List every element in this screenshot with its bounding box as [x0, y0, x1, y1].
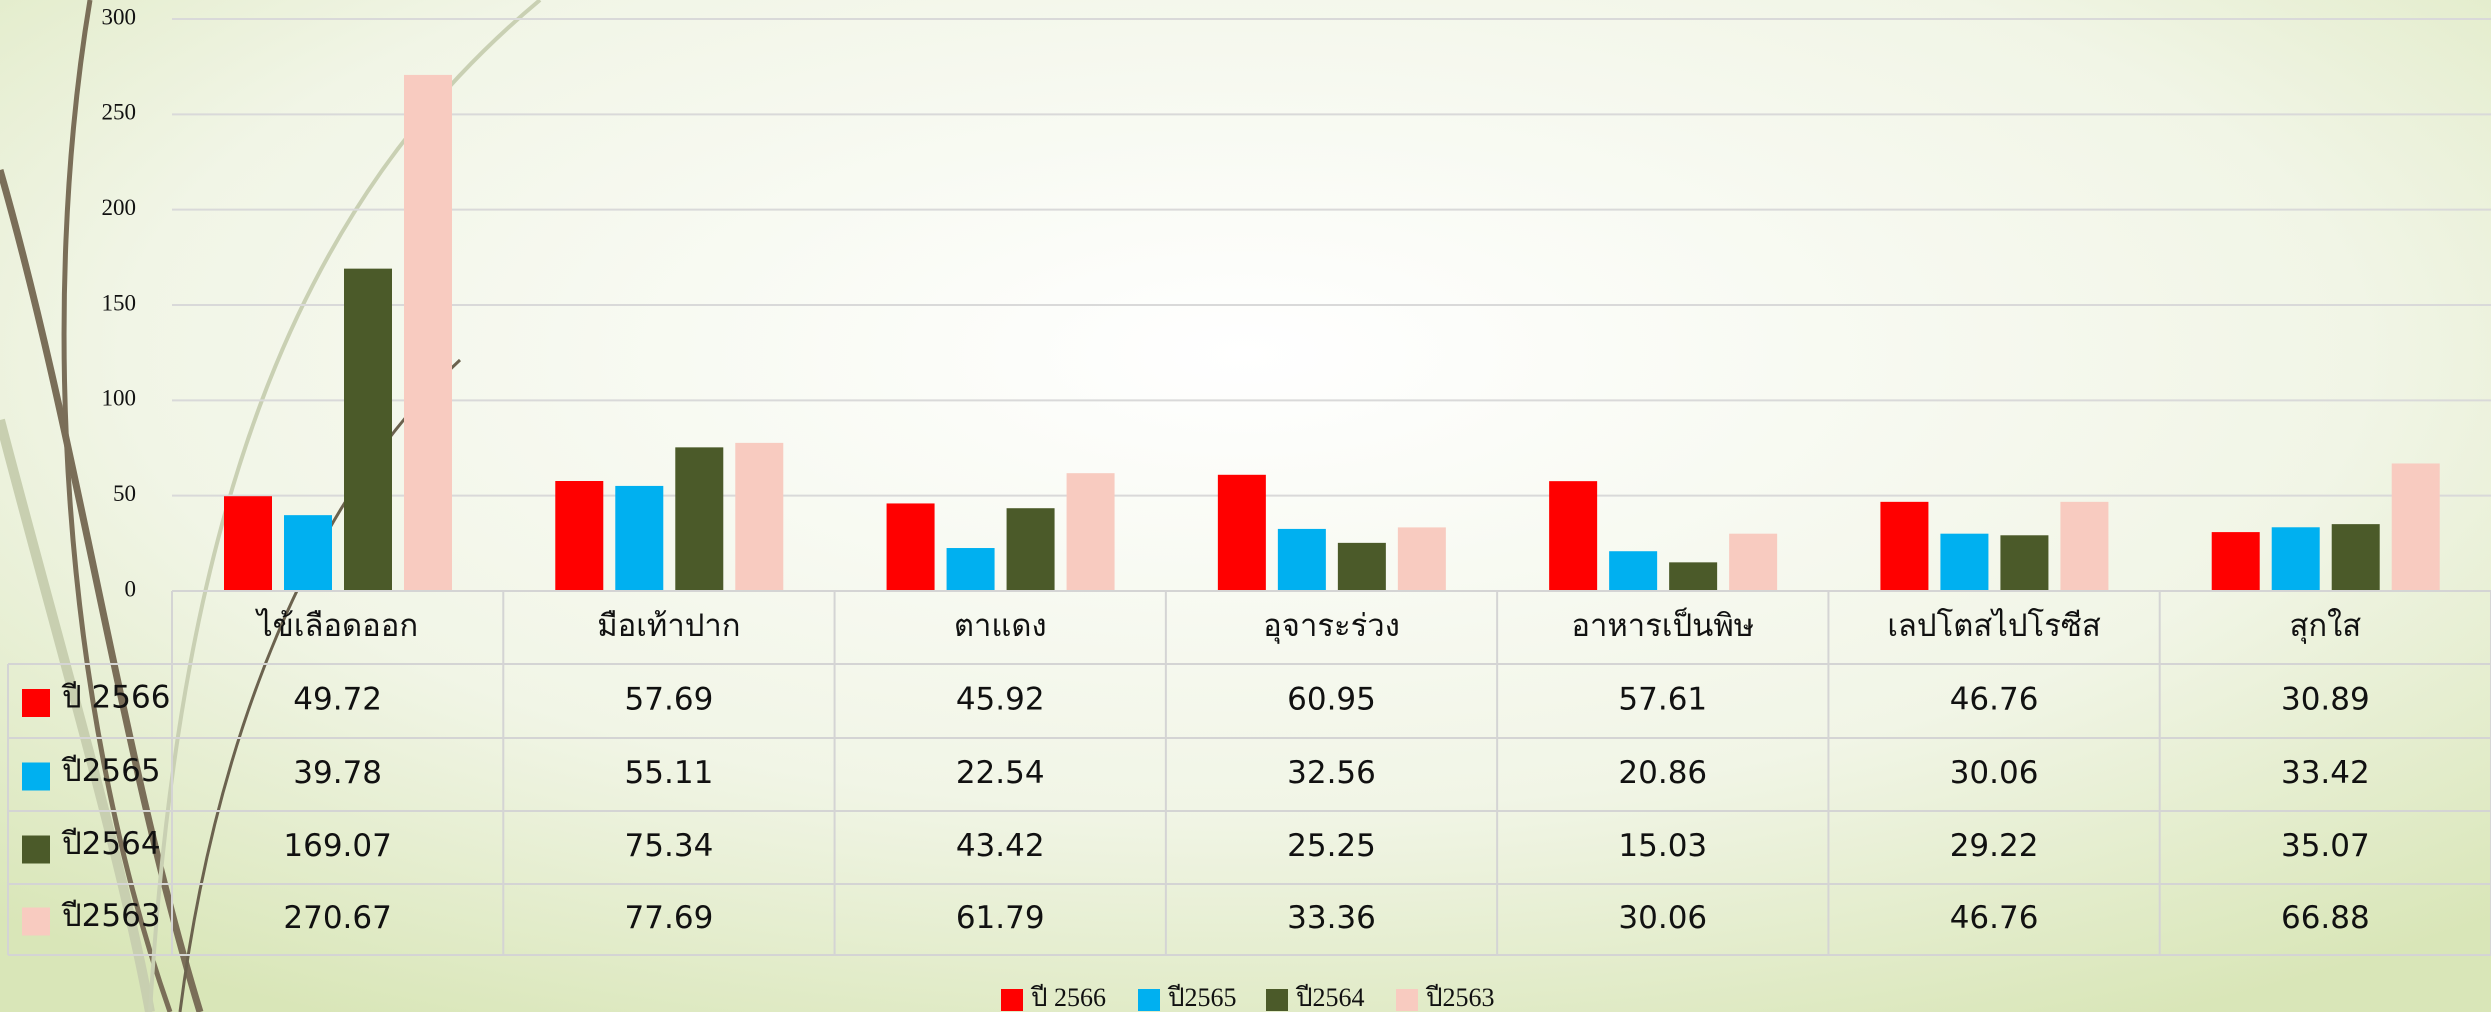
table-cell: 169.07	[283, 828, 391, 864]
y-tick-label: 300	[102, 4, 137, 29]
y-tick-label: 200	[102, 195, 137, 220]
table-cell: 49.72	[293, 682, 382, 718]
y-tick-label: 150	[102, 290, 137, 315]
bar	[946, 548, 995, 591]
x-tick-label: ไข้เลือดออก	[254, 608, 418, 644]
legend-label: ปี2564	[1295, 983, 1365, 1012]
bar	[2211, 532, 2260, 591]
table-legend-key	[22, 835, 50, 864]
table-cell: 270.67	[283, 900, 391, 936]
table-cell: 30.89	[2281, 682, 2370, 718]
bar	[555, 481, 604, 591]
table-cell: 60.95	[1287, 682, 1376, 718]
bar	[2060, 501, 2109, 591]
table-cell: 57.61	[1618, 682, 1707, 718]
legend-label: ปี2563	[1425, 983, 1495, 1012]
bar	[2000, 535, 2049, 591]
bar	[2331, 524, 2380, 591]
table-legend-key	[22, 907, 50, 936]
bar	[1217, 474, 1266, 591]
bar	[224, 496, 272, 591]
bar	[284, 515, 332, 591]
legend-key	[1396, 989, 1418, 1011]
bar	[615, 485, 664, 591]
bar	[1066, 473, 1115, 591]
bar	[1880, 501, 1929, 591]
bar	[344, 268, 392, 591]
table-cell: 77.69	[625, 900, 714, 936]
table-cell: 30.06	[1950, 755, 2039, 791]
table-row-label: ปี2564	[61, 826, 161, 862]
x-tick-label: มือเท้าปาก	[597, 608, 740, 644]
table-row-label: ปี2565	[61, 753, 161, 789]
bar	[1669, 562, 1718, 591]
bar	[1549, 481, 1598, 591]
bar	[2391, 463, 2440, 591]
table-cell: 55.11	[625, 755, 714, 791]
legend-key	[1001, 989, 1023, 1011]
table-cell: 33.36	[1287, 900, 1376, 936]
table-cell: 20.86	[1618, 755, 1707, 791]
legend-label: ปี 2566	[1030, 983, 1106, 1012]
table-cell: 57.69	[625, 682, 714, 718]
table-cell: 32.56	[1287, 755, 1376, 791]
bar	[2271, 527, 2320, 591]
bar	[1729, 533, 1778, 591]
bar	[675, 447, 724, 591]
table-cell: 35.07	[2281, 828, 2370, 864]
table-cell: 33.42	[2281, 755, 2370, 791]
bar	[1940, 533, 1989, 591]
x-tick-label: เลปโตสไปโรซีส	[1887, 608, 2101, 644]
table-cell: 46.76	[1950, 900, 2039, 936]
y-tick-label: 0	[125, 576, 137, 601]
y-tick-label: 100	[102, 386, 137, 411]
table-cell: 39.78	[293, 755, 382, 791]
bar	[1006, 508, 1055, 591]
table-row-label: ปี2563	[61, 898, 161, 934]
x-tick-label: อาหารเป็นพิษ	[1571, 607, 1754, 644]
bar	[1397, 527, 1446, 591]
bar	[886, 503, 935, 591]
table-cell: 61.79	[956, 900, 1045, 936]
x-tick-label: ตาแดง	[954, 608, 1047, 644]
table-cell: 75.34	[625, 828, 714, 864]
table-cell: 46.76	[1950, 682, 2039, 718]
table-cell: 45.92	[956, 682, 1045, 718]
table-cell: 30.06	[1618, 900, 1707, 936]
x-tick-label: อุจาระร่วง	[1263, 608, 1400, 645]
table-cell: 66.88	[2281, 900, 2370, 936]
table-cell: 29.22	[1950, 828, 2039, 864]
legend-key	[1138, 989, 1160, 1011]
legend-label: ปี2565	[1167, 983, 1237, 1012]
y-tick-label: 50	[113, 481, 136, 506]
bar	[735, 442, 784, 591]
table-cell: 25.25	[1287, 828, 1376, 864]
bar	[1337, 542, 1386, 591]
bar	[1277, 528, 1326, 591]
table-legend-key	[22, 689, 50, 717]
table-cell: 22.54	[956, 755, 1045, 791]
legend-key	[1266, 989, 1288, 1011]
decor-curve	[0, 169, 204, 1012]
table-legend-key	[22, 762, 50, 791]
bar	[404, 74, 452, 591]
x-tick-label: สุกใส	[2289, 608, 2361, 645]
decor-curve	[61, 0, 173, 1012]
table-cell: 15.03	[1618, 828, 1707, 864]
table-row-label: ปี 2566	[61, 680, 171, 716]
decor-curve	[0, 418, 155, 1012]
bar	[1609, 551, 1658, 591]
table-cell: 43.42	[956, 828, 1045, 864]
y-tick-label: 250	[102, 100, 137, 125]
